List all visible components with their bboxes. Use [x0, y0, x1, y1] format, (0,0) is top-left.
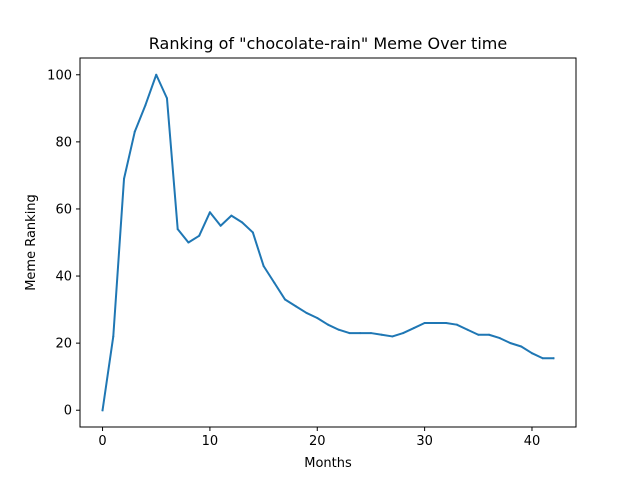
data-point [530, 352, 533, 355]
chart-title: Ranking of "chocolate-rain" Meme Over ti… [149, 34, 507, 53]
x-tick-label: 30 [416, 434, 433, 449]
data-point [294, 305, 297, 308]
data-point [455, 323, 458, 326]
data-point [348, 332, 351, 335]
x-tick-label: 10 [202, 434, 219, 449]
data-point [466, 328, 469, 331]
data-point [198, 234, 201, 237]
data-point [262, 264, 265, 267]
data-point [305, 311, 308, 314]
y-tick-label: 0 [64, 404, 72, 419]
data-point [423, 322, 426, 325]
data-point [369, 332, 372, 335]
data-point [541, 357, 544, 360]
data-point [219, 224, 222, 227]
data-point [316, 316, 319, 319]
y-axis-label: Meme Ranking [24, 194, 39, 291]
data-point [165, 97, 168, 100]
plot-area-frame [79, 57, 577, 428]
data-point [552, 357, 555, 360]
y-axis-ticks: 0 20 40 60 80 100 [47, 68, 80, 419]
data-point [412, 327, 415, 330]
y-tick-label: 100 [47, 68, 72, 83]
data-point [477, 333, 480, 336]
data-point [488, 333, 491, 336]
x-tick-label: 20 [309, 434, 326, 449]
data-point [391, 335, 394, 338]
data-point [133, 130, 136, 133]
data-point [434, 322, 437, 325]
data-point [380, 333, 383, 336]
data-point [101, 409, 104, 412]
data-point [230, 214, 233, 217]
data-point [176, 228, 179, 231]
data-point [445, 322, 448, 325]
data-point [509, 342, 512, 345]
data-point [498, 337, 501, 340]
data-point [208, 211, 211, 214]
data-points [101, 73, 555, 412]
data-point [402, 332, 405, 335]
data-point [520, 345, 523, 348]
y-tick-label: 80 [55, 135, 72, 150]
data-point [241, 221, 244, 224]
data-point [273, 281, 276, 284]
data-point [327, 323, 329, 326]
x-tick-label: 40 [524, 434, 541, 449]
data-point [251, 231, 254, 234]
data-point [359, 332, 362, 335]
x-axis-label: Months [304, 456, 352, 471]
data-point [284, 298, 287, 301]
x-tick-label: 0 [98, 434, 106, 449]
data-point [144, 103, 147, 106]
x-axis-ticks: 0 10 20 30 40 [98, 427, 540, 449]
y-tick-label: 20 [55, 337, 72, 352]
data-point [155, 73, 158, 76]
y-tick-label: 40 [55, 270, 72, 285]
data-point [337, 328, 340, 331]
data-point [112, 335, 115, 338]
data-point [123, 177, 126, 180]
y-tick-label: 60 [55, 202, 72, 217]
data-point [187, 241, 190, 244]
